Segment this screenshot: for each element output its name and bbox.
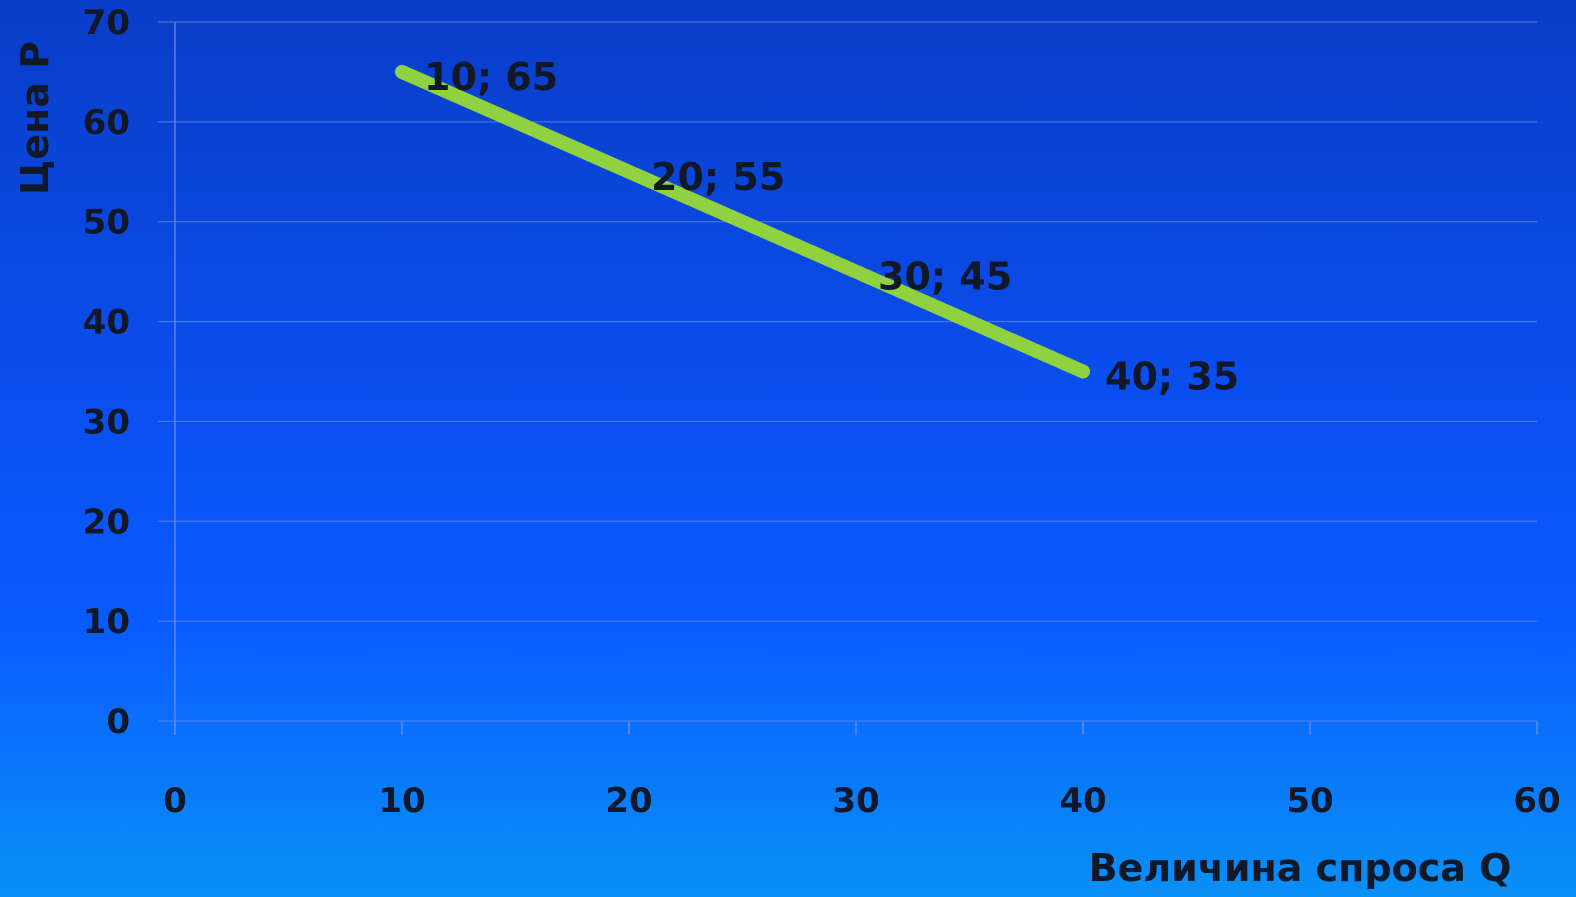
y-axis-title: Цена Р — [13, 41, 57, 195]
series-line-0 — [395, 64, 1090, 379]
data-point-0-3 — [1082, 371, 1084, 372]
x-axis-title: Величина спроса Q — [1089, 846, 1512, 890]
data-label-0-2: 30; 45 — [878, 255, 1012, 299]
x-tick-label-30: 30 — [832, 781, 879, 821]
y-tick-label-0: 0 — [106, 702, 130, 742]
y-tick-label-20: 20 — [83, 502, 130, 542]
grid-layer — [158, 21, 1537, 722]
data-point-0-2 — [855, 271, 857, 273]
axis-layer: 0 10 20 30 40 50 60 70 0 10 20 30 40 50 60 — [83, 3, 1561, 821]
data-point-0-1 — [628, 171, 630, 173]
label-layer: 10; 65 20; 55 30; 45 40; 35 — [424, 55, 1239, 399]
data-label-0-1: 20; 55 — [651, 155, 785, 199]
y-tick-label-50: 50 — [83, 203, 130, 243]
x-tick-label-0: 0 — [163, 781, 187, 821]
data-point-0-0 — [401, 71, 403, 73]
y-tick-label-10: 10 — [83, 602, 130, 642]
x-tick-label-40: 40 — [1059, 781, 1106, 821]
x-tick-label-20: 20 — [605, 781, 652, 821]
data-label-0-3: 40; 35 — [1105, 355, 1239, 399]
y-tick-label-40: 40 — [83, 303, 130, 343]
y-tick-label-70: 70 — [83, 3, 130, 43]
data-label-0-0: 10; 65 — [424, 55, 558, 99]
y-tick-label-60: 60 — [83, 103, 130, 143]
series-layer — [395, 64, 1090, 379]
x-tick-label-60: 60 — [1513, 781, 1560, 821]
x-tick-label-10: 10 — [378, 781, 425, 821]
x-tick-label-50: 50 — [1286, 781, 1333, 821]
y-tick-label-30: 30 — [83, 402, 130, 442]
